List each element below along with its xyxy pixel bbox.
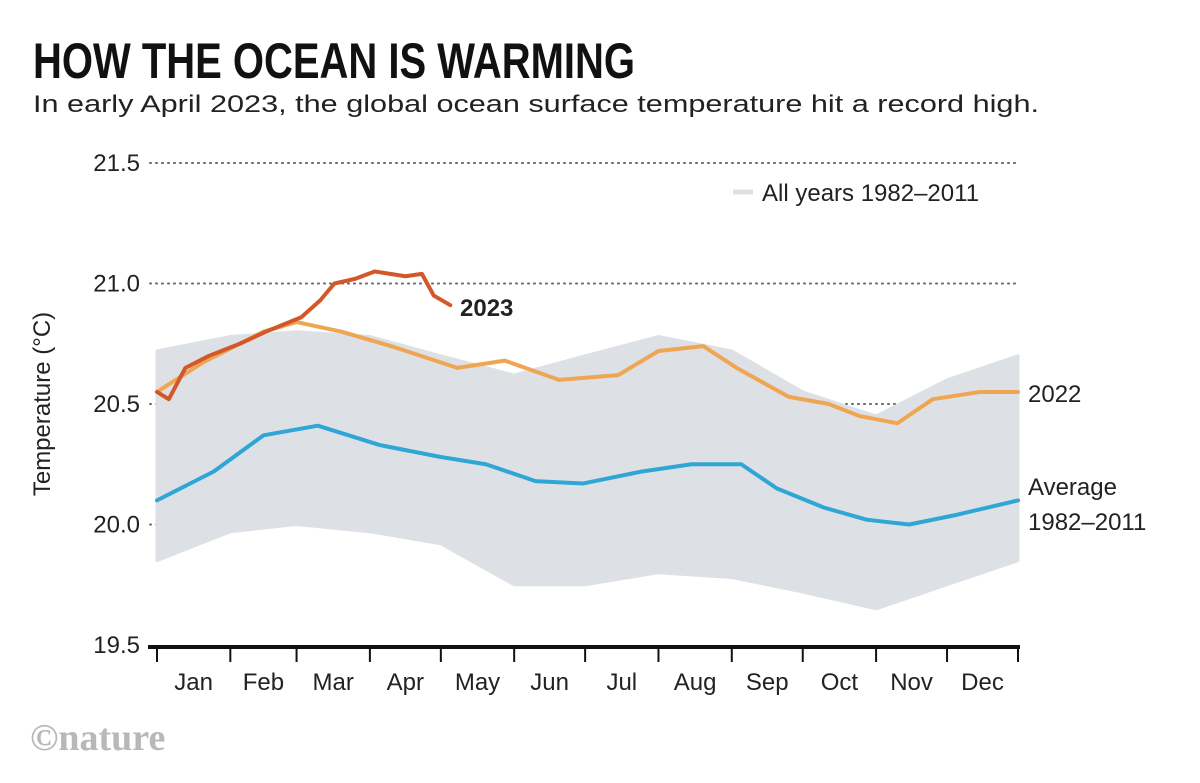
x-ticks: Jan Feb Mar Apr May Jun Jul Aug Sep Oct Nov Dec [156, 647, 1019, 696]
chart-title: HOW THE OCEAN IS WARMING [33, 33, 635, 89]
legend: All years 1982–2011 [733, 180, 979, 207]
legend-label-all-years: All years 1982–2011 [762, 180, 979, 207]
series-line-2023 [155, 269, 453, 402]
y-tick-labels: 19.5 20.0 20.5 21.0 21.5 [93, 150, 140, 659]
x-tick-label: Nov [890, 669, 933, 696]
y-tick-label: 21.0 [93, 271, 140, 298]
x-tick-label: Sep [746, 669, 789, 696]
y-tick-label: 21.5 [93, 150, 140, 177]
label-average-line1: Average [1028, 474, 1117, 501]
x-tick-label: Aug [674, 669, 717, 696]
y-tick-label: 20.0 [93, 512, 140, 539]
y-tick-label: 20.5 [93, 391, 140, 418]
series-lines [155, 269, 1020, 527]
label-average-line2: 1982–2011 [1028, 509, 1146, 536]
x-tick-label: Apr [387, 669, 424, 696]
x-tick-label: Feb [243, 669, 284, 696]
series-line-2022 [155, 320, 1020, 426]
all-years-band [155, 330, 1020, 611]
x-tick-label: Jul [606, 669, 637, 696]
chart-subtitle: In early April 2023, the global ocean su… [33, 91, 1039, 118]
y-tick-label: 19.5 [93, 632, 140, 659]
x-tick-label: Oct [821, 669, 859, 696]
label-2022: 2022 [1028, 381, 1081, 408]
x-tick-label: May [455, 669, 500, 696]
label-2023: 2023 [460, 295, 513, 322]
x-tick-label: Jun [530, 669, 569, 696]
x-tick-label: Dec [961, 669, 1004, 696]
nature-logo: ©nature [30, 717, 165, 759]
x-tick-label: Mar [313, 669, 354, 696]
y-axis-label: Temperature (°C) [29, 312, 56, 496]
x-tick-label: Jan [174, 669, 213, 696]
series-line-average [155, 423, 1020, 527]
